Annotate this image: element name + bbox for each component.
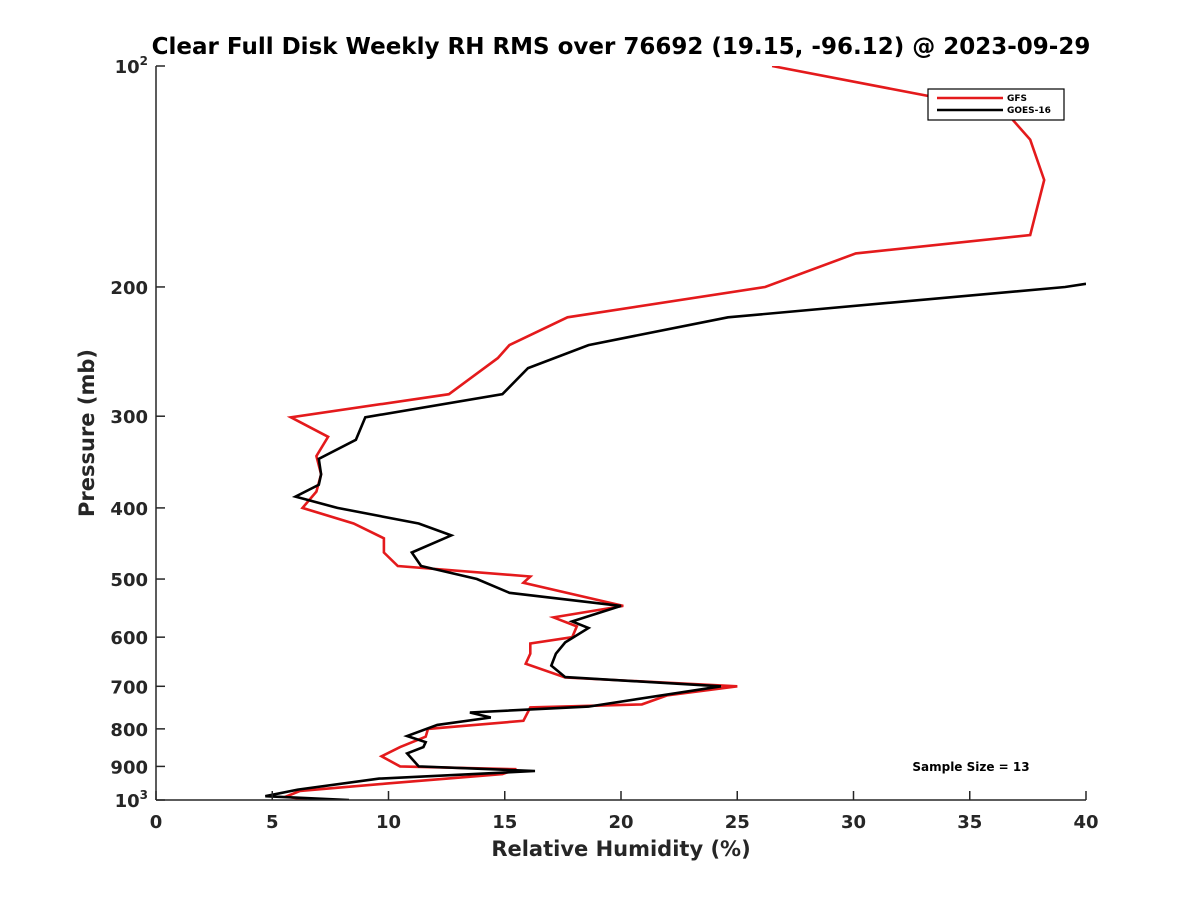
x-tick-label: 10 [376,812,401,833]
x-tick-label: 15 [492,812,517,833]
legend: GFS GOES-16 [927,88,1065,121]
series-line-gfs [281,66,1046,800]
y-tick-base: 10 [115,791,140,812]
x-tick-label: 20 [608,812,633,833]
y-tick-label: 800 [110,720,148,741]
y-tick-label: 600 [110,628,148,649]
legend-label-gfs: GFS [1007,94,1027,104]
y-tick-base: 800 [110,720,148,741]
sample-size-annotation: Sample Size = 13 [912,760,1029,774]
y-tick-label: 103 [115,788,148,812]
y-tick-base: 500 [110,570,148,591]
y-tick-base: 200 [110,278,148,299]
y-tick-exponent: 3 [140,788,148,802]
x-tick-label: 25 [725,812,750,833]
y-tick-label: 900 [110,757,148,778]
y-tick-base: 900 [110,757,148,778]
y-tick-label: 200 [110,278,148,299]
series-line-goes-16 [265,282,1086,800]
y-tick-exponent: 2 [140,54,148,68]
x-tick-label: 0 [150,812,163,833]
legend-box [927,88,1065,121]
y-tick-label: 700 [110,677,148,698]
series-layer [265,66,1086,800]
y-tick-base: 700 [110,677,148,698]
y-tick-label: 500 [110,570,148,591]
y-tick-base: 400 [110,499,148,520]
y-tick-base: 600 [110,628,148,649]
y-tick-label: 400 [110,499,148,520]
y-axis-label: Pressure (mb) [75,349,99,517]
y-tick-label: 300 [110,407,148,428]
y-tick-base: 10 [115,57,140,78]
x-tick-label: 5 [266,812,279,833]
chart-title: Clear Full Disk Weekly RH RMS over 76692… [152,34,1091,60]
x-tick-label: 35 [957,812,982,833]
x-tick-label: 30 [841,812,866,833]
legend-label-goes16: GOES-16 [1007,106,1051,116]
y-tick-base: 300 [110,407,148,428]
x-ticks: 0 5 10 15 20 25 30 35 40 [150,791,1099,833]
plot-area: 0 5 10 15 20 25 30 35 40 10220030040050060070080… [110,54,1098,833]
x-axis-label: Relative Humidity (%) [491,837,750,861]
y-tick-label: 102 [115,54,148,78]
x-tick-label: 40 [1073,812,1098,833]
